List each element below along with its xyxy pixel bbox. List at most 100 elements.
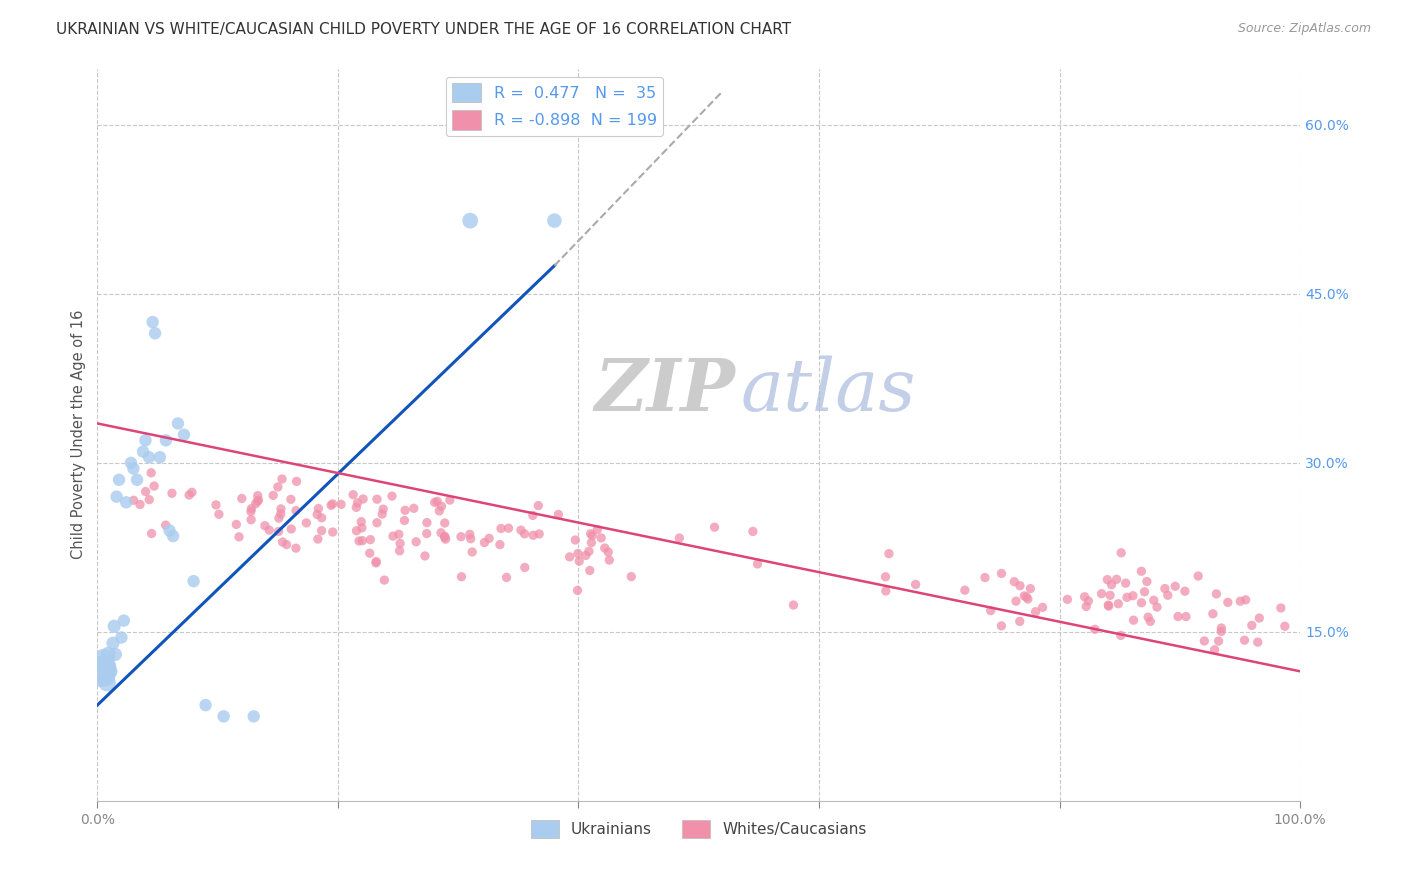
Point	[405, 534, 427, 549]
Point	[245, 497, 267, 511]
Point	[382, 529, 405, 543]
Point	[1015, 590, 1038, 604]
Point	[1109, 628, 1132, 642]
Point	[96, 675, 118, 690]
Point	[366, 555, 388, 569]
Point	[543, 213, 565, 227]
Point	[875, 570, 897, 584]
Point	[1025, 605, 1047, 619]
Point	[115, 495, 138, 509]
Point	[980, 604, 1002, 618]
Point	[242, 709, 264, 723]
Point	[875, 584, 897, 599]
Point	[108, 473, 131, 487]
Point	[1077, 594, 1099, 608]
Point	[495, 570, 517, 584]
Point	[1194, 634, 1216, 648]
Point	[1204, 642, 1226, 657]
Point	[90, 665, 112, 679]
Point	[1008, 579, 1031, 593]
Point	[1240, 618, 1263, 632]
Point	[97, 648, 120, 662]
Point	[295, 516, 318, 530]
Point	[579, 526, 602, 541]
Point	[1076, 599, 1098, 614]
Point	[450, 530, 472, 544]
Point	[359, 546, 381, 560]
Point	[352, 533, 374, 548]
Point	[103, 619, 125, 633]
Point	[591, 531, 613, 545]
Point	[319, 498, 342, 512]
Point	[1211, 621, 1233, 635]
Point	[322, 524, 344, 539]
Point	[1136, 574, 1159, 589]
Point	[904, 577, 927, 591]
Point	[413, 549, 436, 563]
Point	[239, 504, 262, 518]
Point	[270, 507, 292, 521]
Point	[586, 523, 609, 537]
Point	[527, 527, 550, 541]
Point	[990, 619, 1012, 633]
Point	[285, 475, 308, 489]
Point	[112, 614, 135, 628]
Point	[593, 541, 616, 555]
Point	[1122, 589, 1144, 603]
Point	[388, 544, 411, 558]
Point	[1211, 624, 1233, 639]
Point	[173, 427, 195, 442]
Point	[513, 560, 536, 574]
Point	[668, 531, 690, 545]
Point	[1174, 609, 1197, 624]
Point	[416, 526, 439, 541]
Point	[1164, 579, 1187, 593]
Point	[1137, 610, 1160, 624]
Point	[1130, 596, 1153, 610]
Point	[1032, 600, 1054, 615]
Point	[100, 665, 122, 679]
Point	[138, 492, 160, 507]
Point	[953, 583, 976, 598]
Point	[330, 497, 353, 511]
Point	[1139, 615, 1161, 629]
Point	[366, 516, 388, 530]
Point	[394, 503, 416, 517]
Point	[155, 434, 177, 448]
Point	[1073, 590, 1095, 604]
Point	[120, 456, 142, 470]
Point	[104, 648, 127, 662]
Point	[259, 523, 281, 537]
Point	[346, 496, 368, 510]
Point	[246, 489, 269, 503]
Point	[1098, 599, 1121, 613]
Point	[1167, 609, 1189, 624]
Point	[402, 501, 425, 516]
Point	[1056, 592, 1078, 607]
Point	[246, 494, 269, 508]
Point	[430, 525, 453, 540]
Point	[122, 493, 145, 508]
Point	[581, 535, 603, 549]
Point	[430, 500, 453, 514]
Point	[620, 569, 643, 583]
Point	[427, 504, 450, 518]
Point	[271, 535, 294, 549]
Point	[228, 530, 250, 544]
Point	[271, 472, 294, 486]
Point	[1205, 587, 1227, 601]
Point	[94, 670, 117, 684]
Point	[458, 213, 481, 227]
Point	[434, 532, 457, 546]
Point	[558, 549, 581, 564]
Point	[1014, 589, 1036, 603]
Point	[1208, 634, 1230, 648]
Point	[575, 549, 598, 563]
Point	[1216, 595, 1239, 609]
Point	[280, 522, 302, 536]
Point	[110, 631, 132, 645]
Point	[129, 498, 152, 512]
Point	[359, 533, 381, 547]
Point	[347, 533, 370, 548]
Point	[598, 553, 620, 567]
